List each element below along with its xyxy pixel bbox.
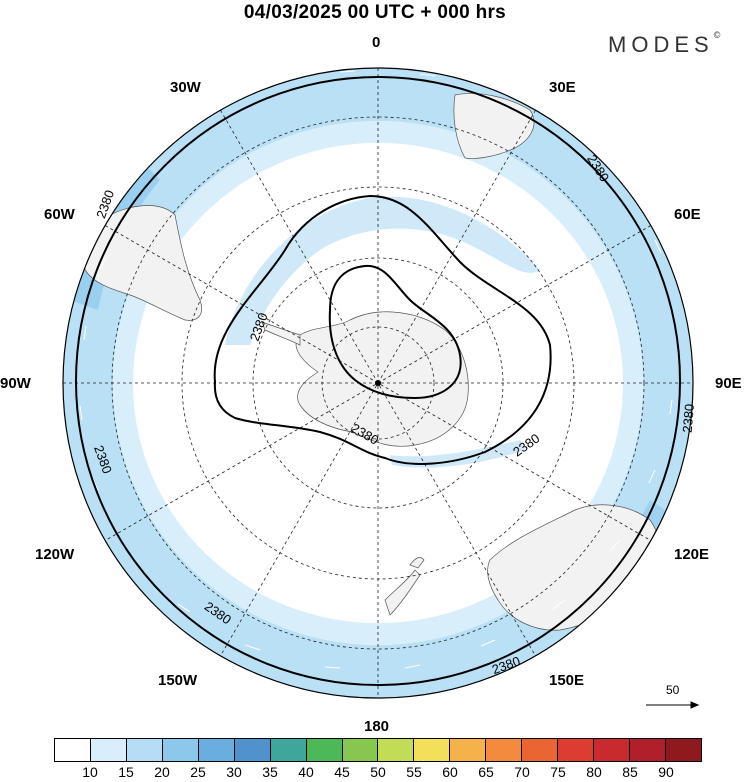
colorbar-cell — [414, 739, 451, 761]
colorbar-cell — [665, 739, 701, 761]
colorbar-cell — [198, 739, 235, 761]
colorbar-label: 10 — [82, 764, 98, 780]
height-contours — [75, 76, 681, 686]
colorbar-label: 75 — [550, 764, 566, 780]
colorbar-label: 20 — [154, 764, 170, 780]
lon-label-150e: 150E — [549, 672, 585, 689]
colorbar-label: 50 — [370, 764, 386, 780]
lon-label-60e: 60E — [674, 206, 701, 223]
colorbar-label: 70 — [514, 764, 530, 780]
colorbar-cell — [162, 739, 199, 761]
lon-label-120w: 120W — [35, 546, 75, 563]
colorbar-cell — [522, 739, 559, 761]
colorbar-cell — [306, 739, 343, 761]
colorbar-cell — [594, 739, 630, 761]
colorbar-cell — [558, 739, 595, 761]
colorbar-label: 60 — [442, 764, 458, 780]
colorbar-cell — [270, 739, 307, 761]
colorbar-cell — [126, 739, 163, 761]
contour-inner — [328, 264, 462, 400]
antarctic-peninsula — [261, 321, 301, 346]
lon-label-90e: 90E — [715, 375, 742, 392]
contour-mid — [213, 194, 552, 465]
colorbar-label: 80 — [586, 764, 602, 780]
lon-label-0: 0 — [372, 34, 381, 51]
colorbar-label: 90 — [658, 764, 674, 780]
colorbar-label: 15 — [118, 764, 134, 780]
colorbar-label: 65 — [478, 764, 494, 780]
colorbar-label: 35 — [262, 764, 278, 780]
brand-mark: © — [713, 29, 721, 40]
vector-reference-label: 50 — [666, 683, 680, 697]
lon-label-30e: 30E — [549, 79, 576, 96]
colorbar-label: 25 — [190, 764, 206, 780]
colorbar-labels: 10 15 20 25 30 35 40 45 50 55 60 65 70 75 80 85 90 — [0, 764, 750, 782]
colorbar-cell — [450, 739, 487, 761]
south-pole-marker — [375, 380, 381, 386]
colorbar-label: 45 — [334, 764, 350, 780]
contour-label: 2380 — [680, 403, 697, 433]
wind-shading-ribbon — [225, 196, 540, 345]
colorbar-cell — [630, 739, 666, 761]
map-title: 04/03/2025 00 UTC + 000 hrs — [243, 2, 507, 23]
colorbar — [54, 738, 702, 762]
lon-label-120e: 120E — [674, 546, 710, 563]
map-border — [62, 67, 694, 699]
colorbar-cell — [90, 739, 127, 761]
lon-label-60w: 60W — [44, 206, 75, 223]
lon-label-150w: 150W — [158, 672, 198, 689]
polar-map: 2380 2380 2380 2380 2380 2380 2380 2380 … — [62, 67, 700, 709]
lon-label-30w: 30W — [170, 79, 201, 96]
wind-shading-ribbon-2 — [390, 440, 525, 468]
contour-outer — [75, 76, 681, 686]
brand-logo: MODES© — [608, 29, 721, 58]
new-zealand — [384, 557, 425, 616]
lon-label-180: 180 — [364, 718, 390, 735]
brand-name: MODES — [608, 32, 714, 57]
vector-reference-arrow — [646, 701, 700, 709]
colorbar-cell — [378, 739, 415, 761]
colorbar-label: 40 — [298, 764, 314, 780]
colorbar-label: 30 — [226, 764, 242, 780]
colorbar-cell — [486, 739, 523, 761]
colorbar-cell — [342, 739, 379, 761]
colorbar-label: 55 — [406, 764, 422, 780]
lon-label-90w: 90W — [0, 375, 31, 392]
colorbar-label: 85 — [622, 764, 638, 780]
colorbar-cell — [234, 739, 271, 761]
colorbar-cell — [55, 739, 91, 761]
